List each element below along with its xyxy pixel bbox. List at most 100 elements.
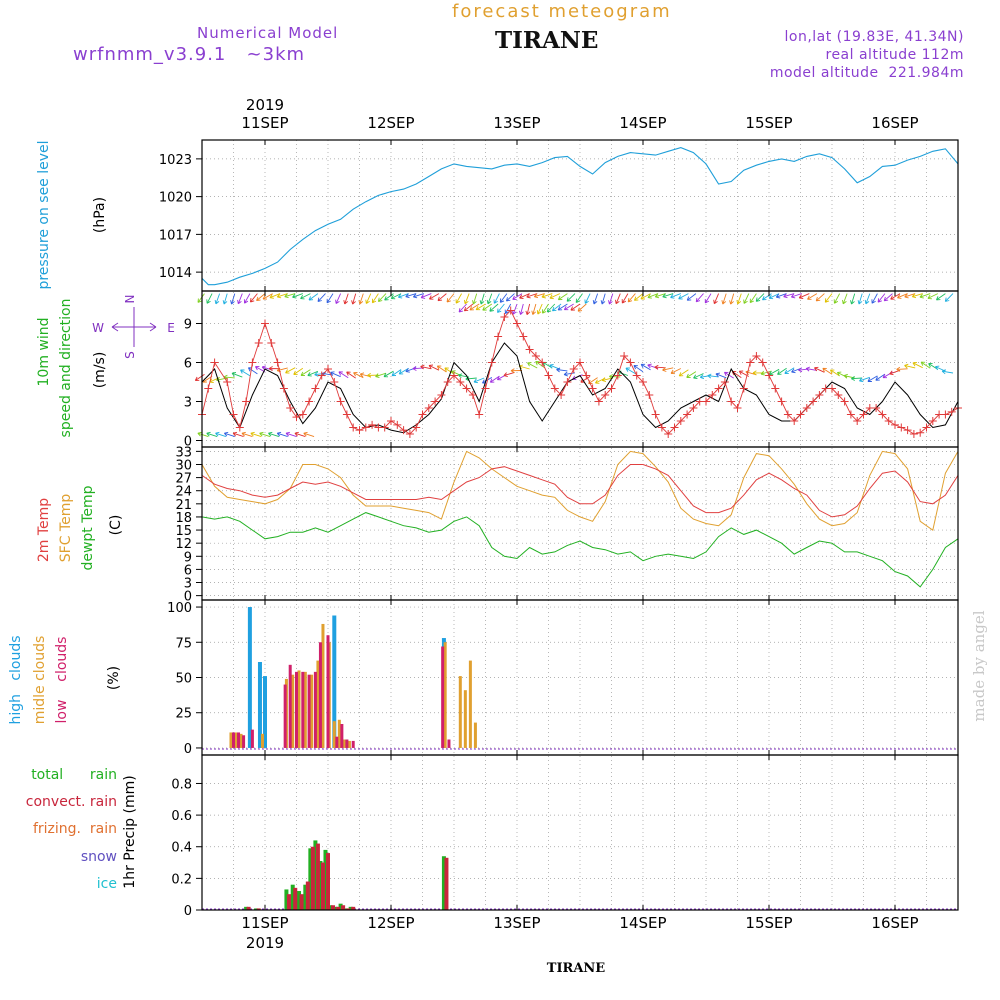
wind-speed-marker — [607, 384, 616, 393]
y-tick-label: 24 — [175, 485, 192, 500]
dewpoint-line — [201, 512, 959, 588]
compass-north: N — [123, 295, 137, 304]
wind-direction-arrow — [243, 293, 251, 304]
labels-layer: 11SEP 11SEP 12SEP 12SEP 13SEP 13SEP 14SEP 14SEP… — [8, 114, 919, 932]
wind-direction-arrow — [563, 303, 574, 311]
high-clouds-bar — [263, 676, 267, 748]
wind-direction-arrow — [486, 293, 493, 305]
wind-direction-arrow — [479, 293, 485, 305]
low-clouds-bar — [313, 671, 317, 748]
wind-direction-arrow — [215, 431, 227, 438]
wind-direction-arrow — [749, 293, 757, 304]
y-tick-label: 6 — [184, 563, 192, 578]
mid-clouds-bar — [332, 721, 336, 748]
mid-clouds-bar — [234, 732, 238, 748]
convect-rain-bar — [305, 881, 310, 910]
y-tick-label: 1020 — [159, 191, 192, 206]
wind-speed-marker — [330, 378, 339, 386]
wind-direction-arrow — [527, 362, 538, 369]
wind-speed-marker — [443, 378, 452, 386]
wind-direction-arrow — [654, 293, 666, 299]
wind-direction-arrow — [214, 293, 221, 305]
wind-direction-arrow — [633, 365, 644, 373]
wind-speed-marker — [903, 426, 912, 435]
wind-speed-marker — [657, 423, 666, 432]
compass-rose — [111, 307, 157, 347]
wind-speed-marker — [405, 430, 414, 438]
wind-speed-marker — [859, 410, 868, 419]
total-rain-label: total rain — [31, 767, 117, 783]
low-clouds-axis-title: low clouds — [54, 637, 70, 724]
wind-direction-arrow — [536, 303, 543, 315]
y-tick-label: 9 — [184, 550, 192, 565]
wind-speed-marker — [418, 410, 427, 419]
wind-speed-marker — [739, 384, 748, 393]
wind-speed-marker — [361, 423, 370, 432]
wind-direction-arrow — [686, 371, 697, 378]
low-clouds-bar — [301, 671, 305, 748]
real-altitude: real altitude 112m — [825, 47, 964, 63]
wind-direction-arrow — [262, 293, 273, 300]
total-rain-bar — [313, 840, 318, 910]
x-day-label-top: 14SEP — [619, 114, 666, 132]
wind-speed-marker — [544, 371, 553, 380]
wind-speed-marker — [286, 404, 295, 412]
convect-rain-bar — [293, 887, 298, 910]
wind-direction-arrow — [463, 303, 474, 312]
wind-direction-arrow — [482, 303, 493, 311]
mid-clouds-bar — [337, 719, 341, 748]
wind-direction-arrow — [912, 362, 923, 369]
wind-speed-marker — [399, 426, 408, 435]
wind-speed-marker — [613, 371, 622, 380]
wind-speed-marker — [487, 358, 496, 367]
wind-direction-arrow — [601, 377, 613, 383]
wind-direction-arrow — [556, 367, 568, 373]
wind-speed-marker — [563, 378, 572, 386]
wind-direction-arrow — [276, 431, 288, 438]
wind-direction-arrow — [769, 368, 780, 376]
wind-direction-arrow — [358, 293, 364, 305]
wind-speed-marker — [815, 391, 824, 399]
wind-direction-arrow — [695, 293, 704, 303]
wind-direction-arrow — [944, 293, 954, 302]
wind-speed-marker — [846, 410, 855, 419]
wind-unit-label: (m/s) — [92, 352, 108, 389]
wind-direction-arrow — [405, 293, 417, 299]
wind-direction-arrow — [704, 293, 712, 304]
data-layer — [194, 147, 962, 910]
wind-speed-marker — [664, 430, 673, 438]
wind-direction-arrow — [535, 361, 545, 369]
wind-direction-arrow — [383, 370, 394, 378]
wind-direction-arrow — [284, 293, 296, 299]
pressure-line — [201, 147, 959, 286]
x-day-label-bottom: 16SEP — [871, 914, 918, 932]
wind-speed-marker — [531, 352, 540, 360]
model-version: wrfnmm_v3.9.1 ~3km — [73, 44, 306, 65]
wind-direction-arrow — [429, 293, 440, 300]
low-clouds-bar — [288, 664, 292, 748]
y-tick-label: 0 — [184, 590, 192, 605]
wind-speed-marker — [639, 378, 647, 386]
y-tick-label: 0.2 — [171, 872, 192, 887]
wind-direction-arrow — [469, 303, 480, 311]
year-bottom: 2019 — [246, 934, 284, 952]
wind-speed-marker — [853, 417, 862, 425]
mid-clouds-bar — [229, 732, 233, 748]
wind-speed-marker — [450, 371, 458, 380]
total-rain-bar — [338, 903, 343, 910]
wind-direction-arrow — [230, 293, 236, 305]
y-tick-label: 0.8 — [171, 777, 192, 792]
wind-direction-arrow — [857, 293, 863, 305]
pressure-axis-title: pressure on see level — [36, 140, 52, 289]
wind-speed-marker — [840, 397, 849, 406]
wind-direction-arrow — [584, 293, 591, 304]
wind-speed-marker — [708, 391, 717, 399]
wind-direction-arrow — [231, 372, 243, 378]
wind-direction-arrow — [824, 293, 833, 303]
high-clouds-axis-title: high clouds — [8, 635, 24, 724]
wind-direction-arrow — [551, 303, 562, 312]
wind-direction-arrow — [755, 293, 765, 302]
wind-direction-arrow — [871, 293, 878, 304]
convect-rain-bar — [315, 843, 320, 910]
